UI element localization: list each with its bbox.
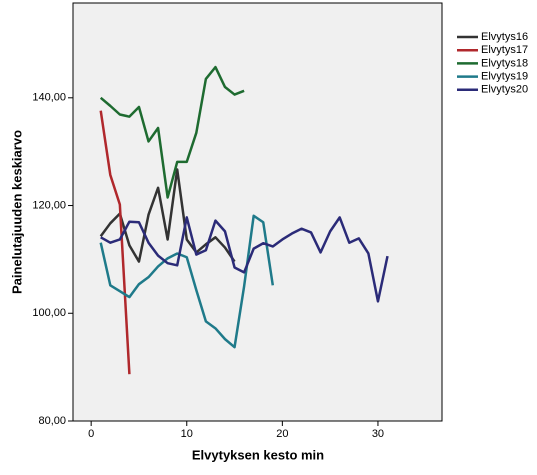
legend-label: Elvytys18 — [481, 57, 528, 69]
legend-label: Elvytys17 — [481, 44, 528, 56]
x-tick-label: 30 — [372, 428, 384, 440]
x-tick-label: 10 — [181, 428, 193, 440]
series-line — [100, 216, 389, 303]
y-tick-label: 100,00 — [32, 307, 66, 319]
x-tick-label: 0 — [88, 428, 94, 440]
y-tick-label: 120,00 — [32, 199, 66, 211]
y-axis-title: Painelutajuuden keskiarvo — [9, 130, 24, 294]
series-line — [99, 214, 275, 349]
legend-label: Elvytys20 — [481, 84, 528, 96]
y-tick-label: 80,00 — [38, 415, 66, 427]
legend-label: Elvytys16 — [481, 31, 528, 43]
y-tick-label: 140,00 — [32, 92, 66, 104]
series-line — [99, 65, 245, 199]
x-tick-label: 20 — [276, 428, 288, 440]
series-line — [99, 168, 236, 263]
x-axis-title: Elvytyksen kesto min — [192, 447, 324, 462]
series-line — [99, 110, 131, 375]
legend-label: Elvytys19 — [481, 71, 528, 83]
plot-area — [72, 2, 443, 422]
